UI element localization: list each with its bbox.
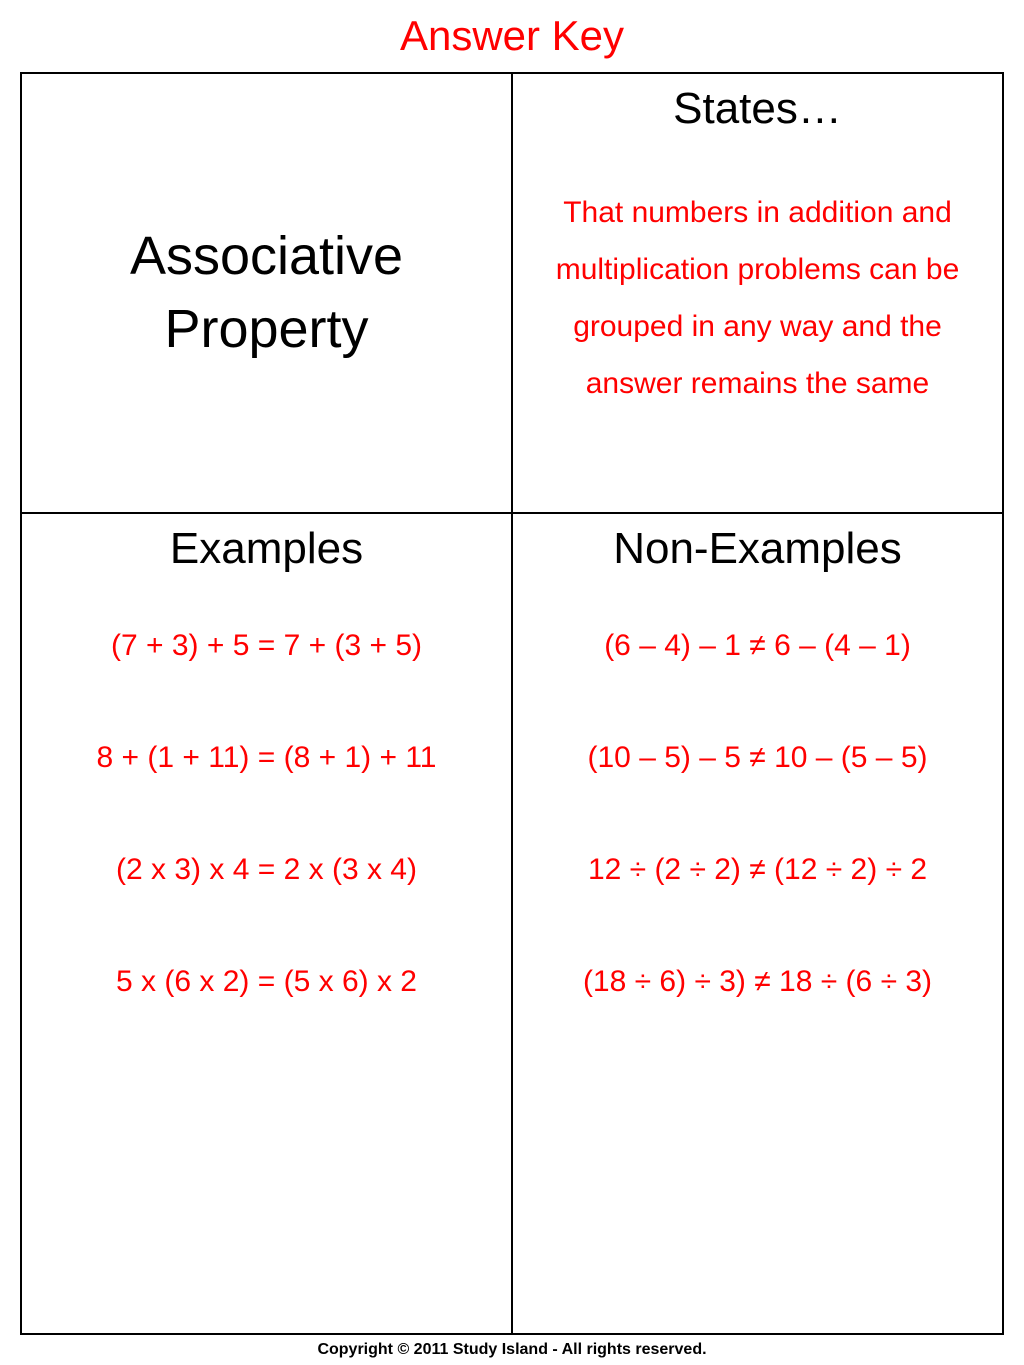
content-grid: Associative Property States… That number…: [20, 72, 1004, 1335]
example-equation: 5 x (6 x 2) = (5 x 6) x 2: [42, 965, 491, 999]
example-equation: (2 x 3) x 4 = 2 x (3 x 4): [42, 853, 491, 887]
non-examples-cell: Non-Examples (6 – 4) – 1 ≠ 6 – (4 – 1) (…: [512, 513, 1003, 1334]
examples-heading: Examples: [42, 524, 491, 574]
non-example-equation: 12 ÷ (2 ÷ 2) ≠ (12 ÷ 2) ÷ 2: [533, 853, 982, 887]
copyright-footer: Copyright © 2011 Study Island - All righ…: [20, 1335, 1004, 1365]
states-body: That numbers in addition and multiplicat…: [533, 184, 982, 412]
example-equation: (7 + 3) + 5 = 7 + (3 + 5): [42, 629, 491, 663]
non-example-equation: (6 – 4) – 1 ≠ 6 – (4 – 1): [533, 629, 982, 663]
states-cell: States… That numbers in addition and mul…: [512, 73, 1003, 513]
examples-list: (7 + 3) + 5 = 7 + (3 + 5) 8 + (1 + 11) =…: [42, 629, 491, 999]
non-example-equation: (18 ÷ 6) ÷ 3) ≠ 18 ÷ (6 ÷ 3): [533, 965, 982, 999]
non-examples-heading: Non-Examples: [533, 524, 982, 574]
property-name: Associative Property: [42, 220, 491, 366]
non-examples-list: (6 – 4) – 1 ≠ 6 – (4 – 1) (10 – 5) – 5 ≠…: [533, 629, 982, 999]
examples-cell: Examples (7 + 3) + 5 = 7 + (3 + 5) 8 + (…: [21, 513, 512, 1334]
non-example-equation: (10 – 5) – 5 ≠ 10 – (5 – 5): [533, 741, 982, 775]
property-cell: Associative Property: [21, 73, 512, 513]
states-heading: States…: [533, 84, 982, 134]
example-equation: 8 + (1 + 11) = (8 + 1) + 11: [42, 741, 491, 775]
page-title: Answer Key: [20, 12, 1004, 60]
